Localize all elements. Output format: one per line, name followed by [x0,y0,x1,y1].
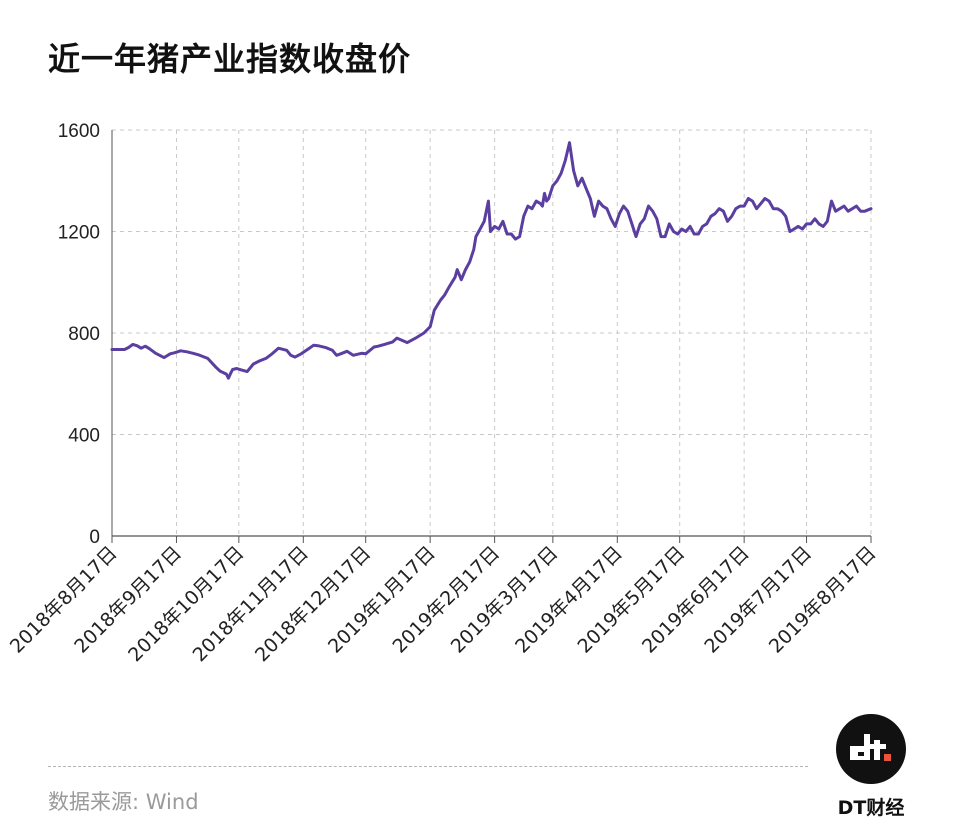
x-tick-label: 2019年7月17日 [700,542,816,658]
y-tick-label: 800 [68,324,100,345]
dt-logo-icon [836,714,906,784]
source-divider [48,766,808,767]
y-tick-label: 0 [89,527,100,548]
x-tick-label: 2019年3月17日 [447,542,563,658]
x-tick-label: 2018年8月17日 [6,542,122,658]
x-tick-label: 2018年10月17日 [124,542,248,666]
page-title: 近一年猪产业指数收盘价 [48,40,412,78]
x-tick-label: 2019年5月17日 [574,542,690,658]
y-tick-label: 1200 [58,223,100,244]
x-tick-label: 2018年11月17日 [189,542,313,666]
source-text: 数据来源: Wind [48,790,199,814]
x-tick-label: 2018年12月17日 [251,542,375,666]
y-tick-label: 1600 [58,121,100,142]
brand-name: DT财经 [837,797,905,819]
series-line [110,141,873,380]
y-tick-label: 400 [68,426,100,447]
